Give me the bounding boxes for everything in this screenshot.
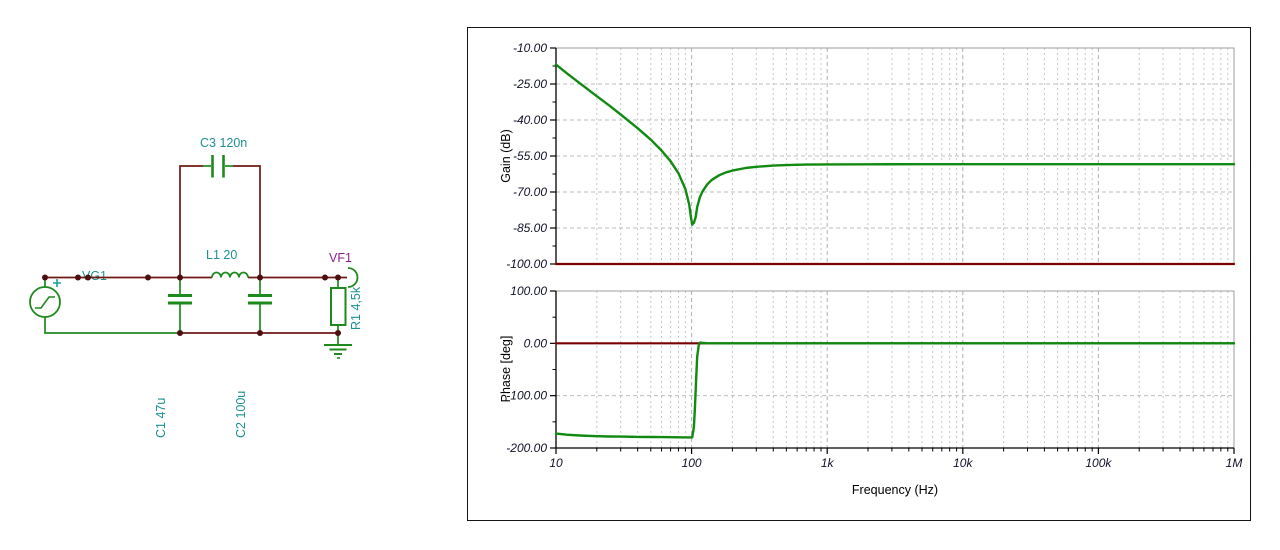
diagram-window: -10.00 -25.00 -40.00 -55.00 -70.00 -85.00 -100… — [467, 27, 1251, 521]
x-axis: 10 100 1k 10k 100k 1M — [549, 447, 1243, 470]
y-tick-label: -200.00 — [506, 441, 547, 455]
y-ticks: 100.00 0.00 -100.00 -200.00 — [506, 284, 556, 455]
label-vf1[interactable]: VF1 — [329, 251, 352, 265]
schematic-panel: VG1 C3 120n L1 20 VF1 C1 47u C2 100u R1 … — [0, 0, 460, 550]
ground-symbol[interactable] — [324, 333, 352, 359]
gain-panel: -10.00 -25.00 -40.00 -55.00 -70.00 -85.00 -100… — [506, 41, 1236, 271]
capacitor-c2[interactable] — [248, 277, 272, 334]
waveform-icon — [35, 296, 55, 309]
phase-axis-title: Phase [deg] — [499, 335, 513, 403]
grid-lines — [556, 48, 1234, 264]
capacitor-c3[interactable] — [203, 155, 233, 178]
plus-polarity-icon — [53, 279, 61, 287]
voltage-generator-vg1[interactable] — [29, 277, 180, 334]
y-tick-label: -25.00 — [513, 77, 547, 91]
y-tick-label: -70.00 — [513, 185, 547, 199]
y-tick-label: 100.00 — [510, 284, 547, 298]
voltage-probe-vf1[interactable] — [347, 267, 359, 288]
y-tick-label: -100.00 — [506, 257, 547, 271]
schematic-drawing — [29, 155, 359, 359]
y-tick-label: -55.00 — [513, 149, 547, 163]
label-l1[interactable]: L1 20 — [206, 248, 238, 262]
wires — [45, 165, 347, 334]
capacitor-c1[interactable] — [168, 277, 192, 334]
vf1-phase-curve — [554, 341, 1236, 439]
y-tick-label: 0.00 — [524, 336, 548, 350]
y-tick-label: -40.00 — [513, 113, 547, 127]
inductor-l1[interactable] — [211, 271, 249, 278]
y-tick-label: -85.00 — [513, 221, 547, 235]
vf1-gain-curve — [554, 63, 1236, 226]
x-tick-label: 10k — [953, 456, 973, 470]
label-c3[interactable]: C3 120n — [200, 136, 248, 150]
y-tick-label: -10.00 — [513, 41, 547, 55]
y-ticks: -10.00 -25.00 -40.00 -55.00 -70.00 -85.00 -100… — [506, 41, 556, 271]
x-tick-label: 10 — [549, 456, 563, 470]
grid-lines — [556, 291, 1234, 448]
x-tick-label: 1M — [1226, 456, 1243, 470]
x-tick-label: 100 — [682, 456, 702, 470]
x-tick-label: 100k — [1085, 456, 1112, 470]
bode-plot: -10.00 -25.00 -40.00 -55.00 -70.00 -85.00 -100… — [506, 41, 1243, 470]
resistor-r1[interactable] — [330, 277, 347, 334]
frequency-axis-title: Frequency (Hz) — [851, 483, 939, 497]
junction-dots — [42, 274, 341, 336]
gain-axis-title: Gain (dB) — [499, 129, 513, 183]
plot-border — [555, 290, 1235, 449]
y-tick-label: -100.00 — [506, 389, 547, 403]
phase-panel: 100.00 0.00 -100.00 -200.00 — [506, 284, 1236, 455]
x-tick-label: 1k — [821, 456, 835, 470]
